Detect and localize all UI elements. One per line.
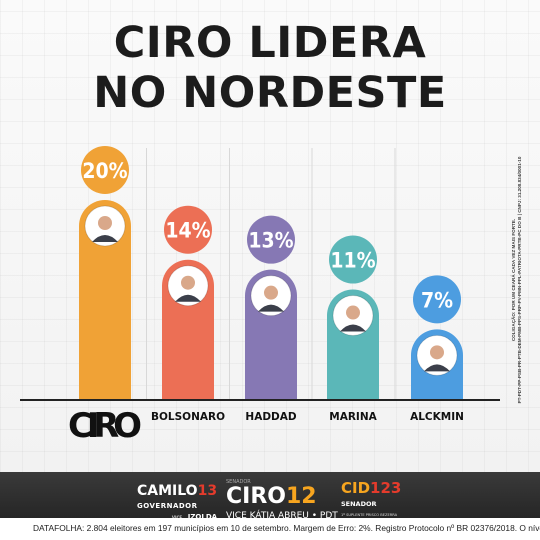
ciro-logo-name: CIRO <box>226 484 286 509</box>
category-label-haddad: HADDAD <box>245 411 296 423</box>
cid-logo: CID123 SENADOR 1º SUPLENTE PRISCO BEZERR… <box>341 478 401 528</box>
ciro-logo: SENADOR CIRO12 VICE KÁTIA ABREU • PDT <box>226 479 338 521</box>
camilo-logo: CAMILO13 GOVERNADOR VICE IZOLDA <box>137 480 217 522</box>
value-label-haddad: 13% <box>248 229 293 253</box>
footnote-text: DATAFOLHA: 2.804 eleitores em 197 municí… <box>33 523 540 533</box>
ciro-logo-number: 12 <box>285 484 317 509</box>
cid-role: SENADOR <box>341 500 377 508</box>
value-bubble-haddad <box>247 215 295 264</box>
camilo-vice-prefix: VICE <box>172 515 182 520</box>
bar-chart: 20% CIRO 14% BOLSONARO 13% HADDAD 11% MARINA 7% A… <box>20 146 500 446</box>
category-label-ciro: CIRO <box>68 406 142 446</box>
value-bubble-alckmin <box>413 275 461 324</box>
candidate-photo-haddad <box>250 275 292 317</box>
candidate-logos-band: CAMILO13 GOVERNADOR VICE IZOLDA SENADOR … <box>0 472 540 527</box>
coalition-side-text: COLIGAÇÃO: POR UM CEARÁ CADA VEZ MAIS FO… <box>502 120 532 440</box>
value-bubble-marina <box>329 235 377 284</box>
coalition-parties: PT-PDT-PP-PSB-PR-PTB-DEM-PMB-PPS-PRP-PV-… <box>517 156 522 404</box>
value-label-ciro: 20% <box>82 159 127 183</box>
survey-footnote: DATAFOLHA: 2.804 eleitores em 197 municí… <box>0 518 540 540</box>
camilo-number: 13 <box>197 483 218 499</box>
category-label-bolsonaro: BOLSONARO <box>151 411 225 423</box>
ciro-logo-prefix: SENADOR <box>226 479 251 485</box>
value-bubble-ciro <box>81 146 129 194</box>
candidate-photo-bolsonaro <box>167 265 209 307</box>
title-line-1: CIRO LIDERA <box>113 18 427 68</box>
category-label-marina: MARINA <box>329 411 377 423</box>
bar-ciro <box>79 200 131 399</box>
value-label-alckmin: 7% <box>421 288 453 312</box>
candidate-photo-alckmin <box>416 334 458 376</box>
camilo-vice: IZOLDA <box>187 513 218 521</box>
cid-name: CID <box>341 479 371 497</box>
ciro-logo-party: PDT <box>319 511 338 521</box>
poster-title: CIRO LIDERA NO NORDESTE <box>0 18 540 118</box>
value-label-marina: 11% <box>330 249 375 273</box>
candidate-photo-marina <box>332 295 374 337</box>
camilo-role: GOVERNADOR <box>137 502 198 510</box>
candidate-photo-ciro <box>84 205 126 247</box>
value-label-bolsonaro: 14% <box>165 219 210 243</box>
title-line-2: NO NORDESTE <box>93 68 447 118</box>
camilo-name: CAMILO <box>137 483 198 499</box>
cid-number: 123 <box>370 479 402 497</box>
cid-suplente-1: 1º SUPLENTE PRISCO BEZERRA <box>341 513 398 517</box>
category-label-alckmin: ALCKMIN <box>410 411 464 423</box>
value-bubble-bolsonaro <box>164 205 212 254</box>
ciro-logo-vice: VICE KÁTIA ABREU <box>226 511 309 521</box>
